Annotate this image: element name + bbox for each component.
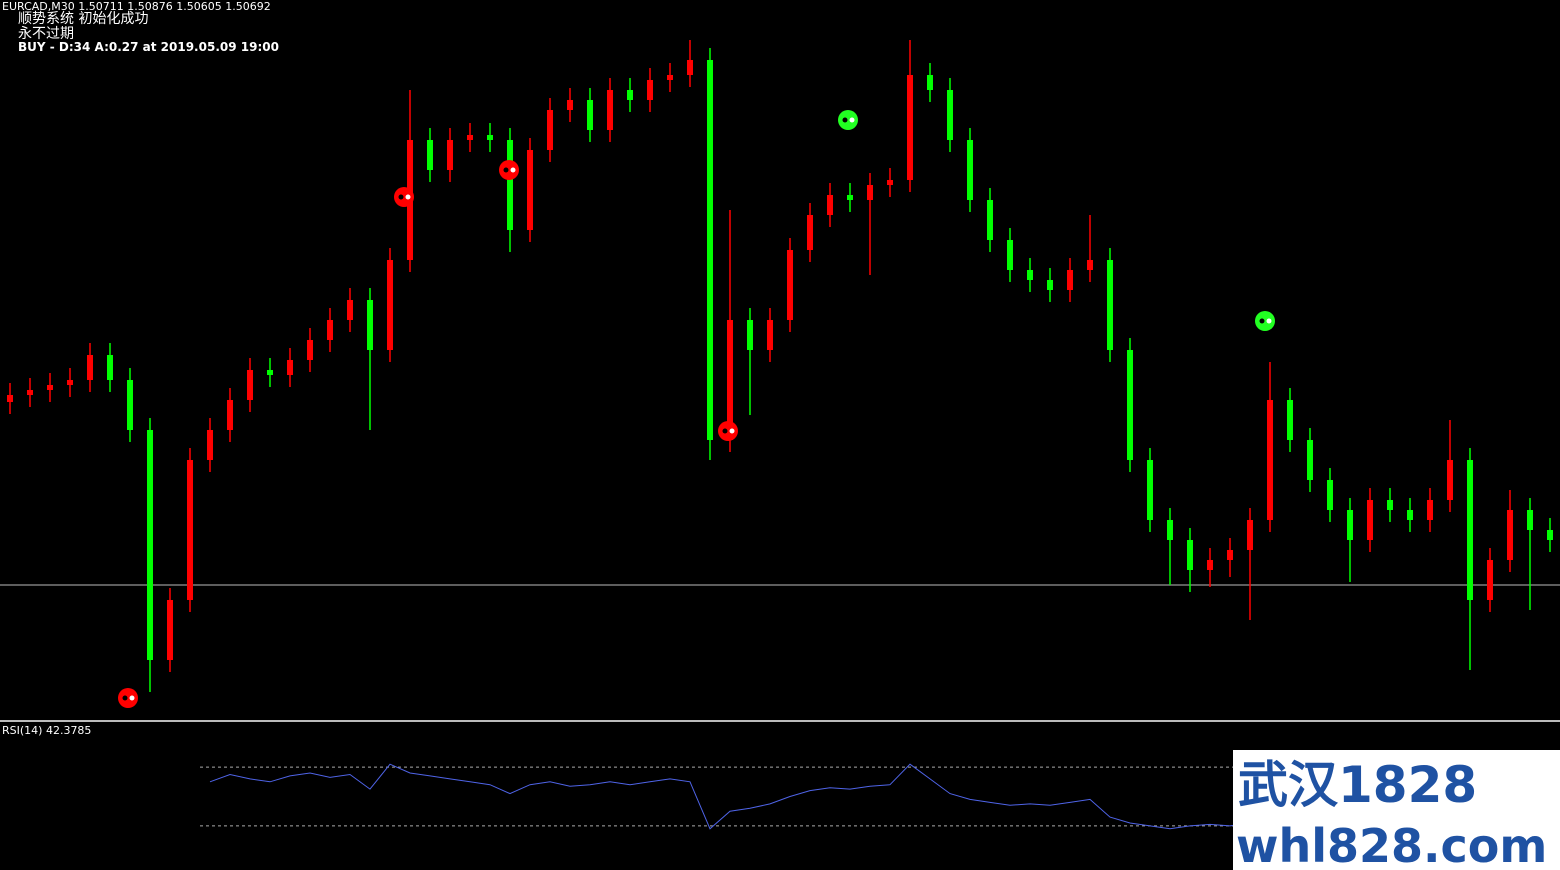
candle-body xyxy=(107,355,113,380)
candle-body xyxy=(27,390,33,395)
candle-body xyxy=(1087,260,1093,270)
candle-body xyxy=(1347,510,1353,540)
candle-body xyxy=(667,75,673,80)
candle-body xyxy=(887,180,893,185)
candle-body xyxy=(1527,510,1533,530)
candle-body xyxy=(867,185,873,200)
candle-body xyxy=(447,140,453,170)
candle-body xyxy=(847,195,853,200)
symbol-line: EURCAD,M30 1.50711 1.50876 1.50605 1.506… xyxy=(2,0,271,13)
candle-body xyxy=(707,60,713,440)
expiry-text: 永不过期 xyxy=(18,26,74,42)
candle-body xyxy=(347,300,353,320)
watermark-line1: 武汉1828 xyxy=(1238,756,1477,814)
candle-body xyxy=(1127,350,1133,460)
candle-body xyxy=(227,400,233,430)
candle-body xyxy=(1047,280,1053,290)
rsi-title: RSI(14) 42.3785 xyxy=(2,724,91,737)
candle-body xyxy=(1287,400,1293,440)
candle-body xyxy=(1547,530,1553,540)
candle-body xyxy=(167,600,173,660)
status-text: 顺势系统 初始化成功 xyxy=(18,10,148,27)
watermark: 武汉1828 whl828.com xyxy=(1233,750,1560,870)
candle-body xyxy=(327,320,333,340)
candle-body xyxy=(47,385,53,390)
candle-body xyxy=(527,150,533,230)
candle-body xyxy=(947,90,953,140)
candle-body xyxy=(1147,460,1153,520)
candle-body xyxy=(1367,500,1373,540)
candle-body xyxy=(187,460,193,600)
candle-body xyxy=(1507,510,1513,560)
signal-text: BUY - D:34 A:0.27 at 2019.05.09 19:00 xyxy=(18,40,279,54)
candle-body xyxy=(547,110,553,150)
candle-body xyxy=(1467,460,1473,600)
candle-body xyxy=(1027,270,1033,280)
candle-body xyxy=(207,430,213,460)
watermark-box xyxy=(1233,750,1560,870)
signal-icons xyxy=(118,110,1275,708)
candle-body xyxy=(1067,270,1073,290)
candle-body xyxy=(807,215,813,250)
candle-body xyxy=(567,100,573,110)
candle-body xyxy=(1107,260,1113,350)
sell-icon xyxy=(718,421,738,441)
candle-body xyxy=(1207,560,1213,570)
candle-body xyxy=(1447,460,1453,500)
candle-body xyxy=(1407,510,1413,520)
candle-body xyxy=(267,370,273,375)
candle-body xyxy=(1007,240,1013,270)
candle-body xyxy=(507,140,513,230)
sell-icon xyxy=(118,688,138,708)
candle-body xyxy=(907,75,913,180)
buy-icon xyxy=(1255,311,1275,331)
watermark-line2: whl828.com xyxy=(1236,819,1547,870)
candle-body xyxy=(687,60,693,75)
candle-body xyxy=(127,380,133,430)
candle-body xyxy=(487,135,493,140)
candle-body xyxy=(827,195,833,215)
candle-body xyxy=(1327,480,1333,510)
candle-body xyxy=(987,200,993,240)
candle-body xyxy=(307,340,313,360)
candle-body xyxy=(1487,560,1493,600)
candle-body xyxy=(627,90,633,100)
candle-body xyxy=(287,360,293,375)
candle-body xyxy=(787,250,793,320)
candle-body xyxy=(1387,500,1393,510)
candle-body xyxy=(1167,520,1173,540)
candle-body xyxy=(1187,540,1193,570)
candle-body xyxy=(1227,550,1233,560)
candle-body xyxy=(67,380,73,385)
candle-body xyxy=(727,320,733,440)
candle-body xyxy=(427,140,433,170)
candle-body xyxy=(247,370,253,400)
candle-body xyxy=(1427,500,1433,520)
candle-body xyxy=(1267,400,1273,520)
candle-body xyxy=(7,395,13,402)
candle-body xyxy=(367,300,373,350)
candle-body xyxy=(607,90,613,130)
candle-body xyxy=(1247,520,1253,550)
candle-body xyxy=(147,430,153,660)
candle-body xyxy=(1307,440,1313,480)
sell-icon xyxy=(499,160,519,180)
candle-body xyxy=(467,135,473,140)
candle-body xyxy=(647,80,653,100)
candle-body xyxy=(587,100,593,130)
candle-body xyxy=(767,320,773,350)
buy-icon xyxy=(838,110,858,130)
candle-body xyxy=(967,140,973,200)
candle-body xyxy=(927,75,933,90)
candle-body xyxy=(387,260,393,350)
sell-icon xyxy=(394,187,414,207)
candle-body xyxy=(747,320,753,350)
candle-body xyxy=(87,355,93,380)
